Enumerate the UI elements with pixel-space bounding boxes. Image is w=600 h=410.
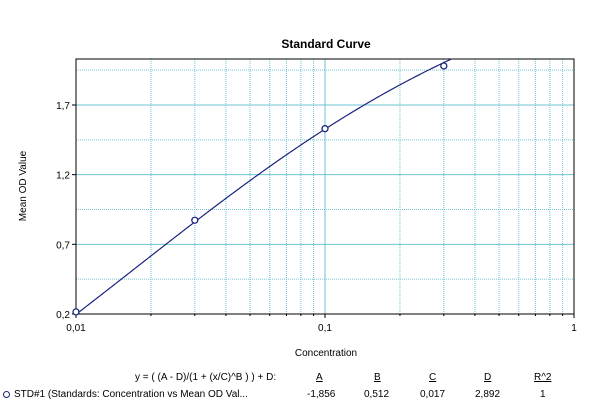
x-tick-label: 1 bbox=[571, 323, 577, 334]
fit-summary: y = ( (A - D)/(1 + (x/C)^B ) ) + D: A B … bbox=[0, 370, 600, 410]
param-header-a: A bbox=[316, 372, 323, 383]
x-tick-label: 0,1 bbox=[318, 323, 332, 334]
legend-series-label: STD#1 (Standards: Concentration vs Mean … bbox=[14, 389, 248, 400]
standard-curve-chart: Standard Curve 0,01 0,1 1 0,2 0,7 1,2 1,7 Conc… bbox=[18, 37, 577, 359]
data-point bbox=[321, 125, 329, 133]
axis-ticks: 0,01 0,1 1 0,2 0,7 1,2 1,7 bbox=[56, 101, 577, 334]
x-tick-label: 0,01 bbox=[66, 323, 86, 334]
data-points bbox=[72, 62, 448, 316]
y-tick-label: 0,2 bbox=[56, 310, 70, 321]
equation-row: y = ( (A - D)/(1 + (x/C)^B ) ) + D: A B … bbox=[0, 370, 600, 386]
chart-title: Standard Curve bbox=[281, 37, 371, 51]
data-point bbox=[191, 216, 199, 224]
param-header-r2: R^2 bbox=[534, 372, 552, 383]
grid bbox=[76, 59, 574, 314]
fit-curve-layer bbox=[75, 58, 451, 315]
param-value-c: 0,017 bbox=[420, 389, 446, 400]
param-value-r2: 1 bbox=[540, 389, 546, 400]
param-header-d: D bbox=[484, 372, 492, 383]
fit-curve bbox=[75, 58, 451, 315]
x-axis-label: Concentration bbox=[295, 348, 357, 359]
param-header-b: B bbox=[374, 372, 381, 383]
data-point bbox=[72, 308, 80, 316]
y-tick-label: 1,7 bbox=[56, 101, 70, 112]
data-point bbox=[440, 62, 448, 70]
y-tick-label: 1,2 bbox=[56, 171, 70, 182]
param-value-a: -1,856 bbox=[307, 389, 336, 400]
param-value-b: 0,512 bbox=[364, 389, 390, 400]
fit-equation: y = ( (A - D)/(1 + (x/C)^B ) ) + D: bbox=[135, 372, 277, 383]
param-header-c: C bbox=[429, 372, 437, 383]
y-axis-label: Mean OD Value bbox=[18, 150, 29, 221]
param-value-d: 2,892 bbox=[475, 389, 501, 400]
legend-marker-icon bbox=[3, 391, 10, 398]
y-tick-label: 0,7 bbox=[56, 240, 70, 251]
legend-row: STD#1 (Standards: Concentration vs Mean … bbox=[0, 387, 600, 403]
